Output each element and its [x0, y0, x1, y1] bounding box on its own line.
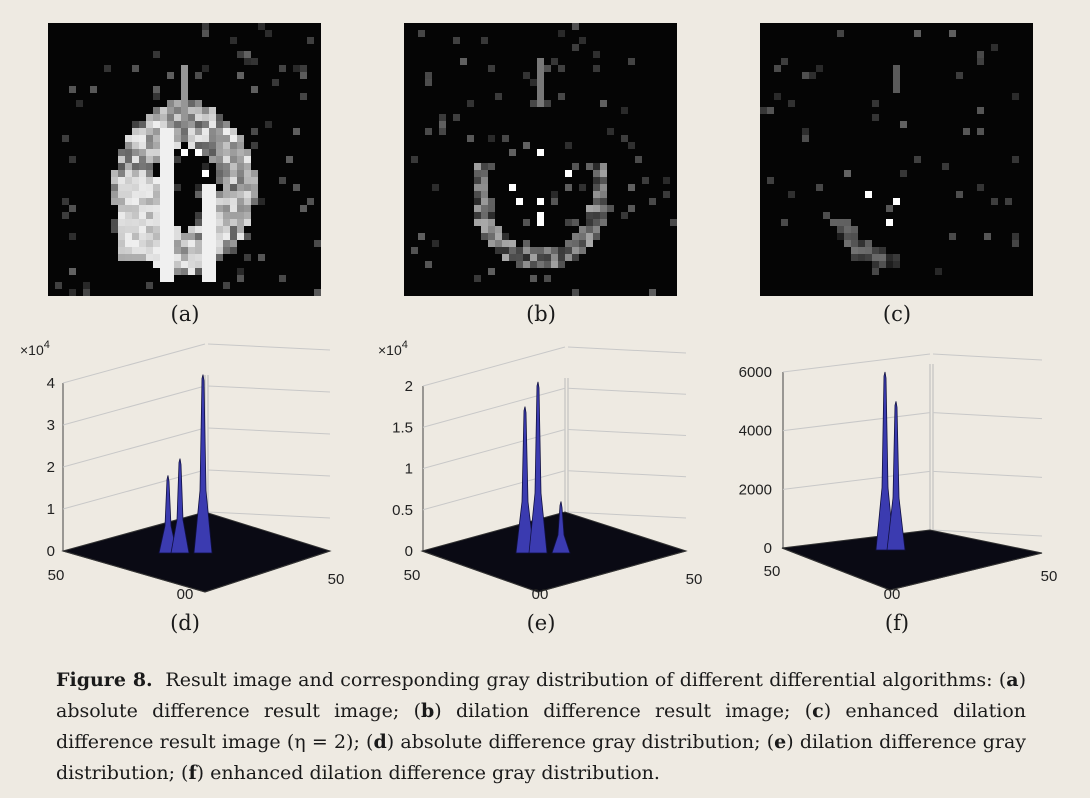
- caption-item-f: enhanced dilation difference gray distri…: [210, 762, 660, 784]
- caption-key-a: a: [1006, 669, 1019, 691]
- figure-caption: Figure 8. Result image and corresponding…: [56, 669, 1027, 784]
- subfigure-label-a: (a): [170, 302, 200, 326]
- surface-plot-e: 0 0.5 1 1.5 2 ×104 50 00 50: [378, 339, 702, 603]
- z-tick-label: 0: [764, 540, 772, 557]
- result-image-c: [760, 23, 1033, 296]
- x-tick-label: 50: [686, 571, 703, 588]
- z-tick-label: 4: [47, 375, 55, 392]
- z-tick-label: 0: [405, 543, 413, 560]
- caption-item-d: absolute difference gray distribution;: [400, 731, 761, 753]
- exponent-label: ×104: [20, 339, 50, 358]
- z-tick-label: 1: [47, 501, 55, 518]
- result-image-b: [404, 23, 677, 296]
- z-tick-label: 2: [47, 459, 55, 476]
- result-image-a: [48, 23, 321, 296]
- z-tick-label: 2: [405, 378, 413, 395]
- result-image-a-canvas: [55, 23, 321, 296]
- z-tick-label: 4000: [739, 423, 772, 440]
- z-tick-label: 1: [405, 461, 413, 478]
- caption-key-e: e: [774, 731, 787, 753]
- caption-key-b: b: [421, 700, 435, 722]
- exponent-label: ×104: [378, 339, 408, 358]
- z-tick-label: 0.5: [392, 502, 413, 519]
- z-tick-label: 6000: [739, 364, 772, 381]
- caption-intro: Result image and corresponding gray dist…: [165, 669, 993, 691]
- surface-plot-d: 0 1 2 3 4 ×104 50 00 50: [20, 339, 344, 603]
- x-tick-label: 50: [764, 563, 781, 580]
- caption-key-d: d: [373, 731, 387, 753]
- surface-peak: [193, 374, 213, 554]
- caption-key-f: f: [188, 762, 197, 784]
- x-tick-label: 00: [177, 586, 194, 603]
- z-tick-label: 1.5: [392, 419, 413, 436]
- x-tick-label: 50: [328, 571, 345, 588]
- x-tick-label: 00: [884, 586, 901, 603]
- x-tick-label: 00: [532, 586, 549, 603]
- caption-key-c: c: [812, 700, 824, 722]
- x-tick-label: 50: [404, 567, 421, 584]
- z-tick-label: 0: [47, 543, 55, 560]
- figure-label: Figure 8.: [56, 669, 153, 691]
- subfigure-label-b: (b): [526, 302, 556, 326]
- x-tick-label: 50: [1041, 568, 1058, 585]
- result-image-b-canvas: [411, 23, 677, 296]
- surface-peak: [170, 458, 190, 554]
- subfigure-label-f: (f): [884, 611, 910, 635]
- surface-plots: 0 1 2 3 4 ×104 50 00 50 0 0.5 1 1.5 2 ×104 50 00 50 0 200…: [20, 339, 1058, 603]
- surface-peak: [528, 381, 548, 554]
- result-image-c-canvas: [760, 30, 1019, 275]
- subfigure-label-c: (c): [882, 302, 912, 326]
- caption-item-a: absolute difference result image;: [56, 700, 400, 722]
- caption-item-c: enhanced dilation difference result imag…: [56, 700, 1026, 753]
- x-tick-label: 50: [48, 567, 65, 584]
- caption-item-b: dilation difference result image;: [455, 700, 791, 722]
- surface-plot-f: 0 2000 4000 6000 50 00 50: [739, 353, 1058, 603]
- z-tick-label: 3: [47, 417, 55, 434]
- surface-peak: [886, 401, 906, 551]
- caption-item-e: dilation difference gray distribution;: [56, 731, 1027, 784]
- subfigure-label-e: (e): [526, 611, 556, 635]
- surface-peak: [551, 501, 571, 554]
- z-tick-label: 2000: [739, 481, 772, 498]
- subfigure-label-d: (d): [170, 611, 200, 635]
